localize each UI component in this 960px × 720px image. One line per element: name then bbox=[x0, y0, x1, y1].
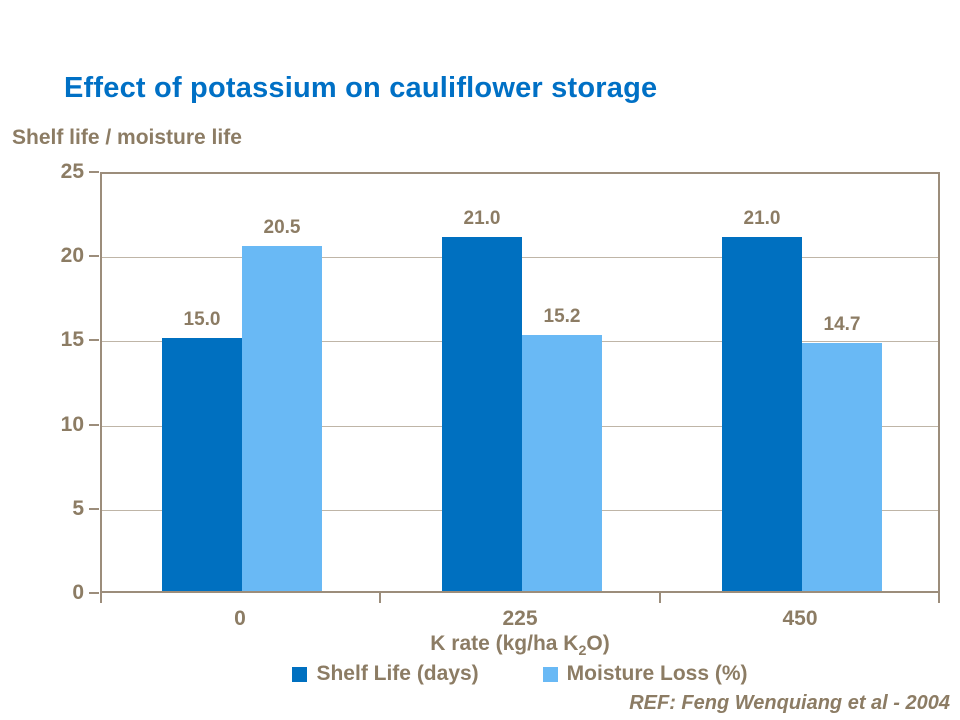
x-tick-mark bbox=[100, 593, 102, 603]
bar bbox=[722, 237, 802, 591]
y-tick-label: 25 bbox=[60, 160, 84, 183]
bar-value-label: 20.5 bbox=[263, 216, 301, 238]
bar-value-label: 14.7 bbox=[823, 314, 861, 336]
x-axis: 0 225 450 bbox=[100, 593, 940, 633]
bar-value-label: 15.2 bbox=[543, 306, 581, 328]
legend-swatch bbox=[292, 666, 308, 682]
y-tick-label: 5 bbox=[72, 496, 84, 520]
legend-item: Shelf Life (days) bbox=[292, 662, 479, 686]
chart-title: Effect of potassium on cauliflower stora… bbox=[64, 72, 658, 104]
y-axis: 0 5 10 15 20 25 bbox=[0, 160, 100, 604]
category-label: 450 bbox=[782, 607, 818, 630]
y-tick-label: 0 bbox=[72, 581, 84, 604]
y-tick-label: 10 bbox=[60, 412, 84, 436]
bar bbox=[162, 338, 242, 591]
bar bbox=[802, 343, 882, 591]
y-tick-mark bbox=[89, 255, 99, 258]
x-axis-title: K rate (kg/ha K2O) bbox=[430, 632, 610, 660]
bar-value-label: 21.0 bbox=[743, 208, 781, 230]
category-label: 225 bbox=[502, 607, 538, 630]
bar bbox=[242, 245, 322, 591]
bar-value-label: 15.0 bbox=[183, 309, 221, 331]
plot-area: 15.0 20.5 21.0 15.2 21.0 14.7 bbox=[100, 172, 940, 593]
y-tick-mark bbox=[89, 339, 99, 342]
y-axis-title: Shelf life / moisture life bbox=[12, 126, 242, 149]
y-tick-label: 20 bbox=[60, 244, 84, 268]
x-tick-mark bbox=[379, 593, 381, 603]
bar bbox=[522, 335, 602, 591]
legend-item: Moisture Loss (%) bbox=[542, 662, 748, 686]
legend-label: Moisture Loss (%) bbox=[566, 662, 748, 685]
y-tick-label: 15 bbox=[60, 328, 84, 352]
y-tick-mark bbox=[89, 171, 99, 173]
y-tick-mark bbox=[89, 423, 99, 426]
legend-swatch bbox=[542, 666, 558, 682]
x-tick-mark bbox=[938, 593, 940, 603]
y-tick-mark bbox=[89, 507, 99, 510]
bar bbox=[442, 237, 522, 591]
category-label: 0 bbox=[234, 607, 246, 630]
bar-value-label: 21.0 bbox=[463, 208, 501, 230]
legend: Shelf Life (days) Moisture Loss (%) bbox=[100, 662, 940, 686]
legend-label: Shelf Life (days) bbox=[316, 662, 479, 685]
y-tick-mark bbox=[89, 592, 99, 594]
x-tick-mark bbox=[659, 593, 661, 603]
reference-text: REF: Feng Wenquiang et al - 2004 bbox=[629, 692, 950, 714]
